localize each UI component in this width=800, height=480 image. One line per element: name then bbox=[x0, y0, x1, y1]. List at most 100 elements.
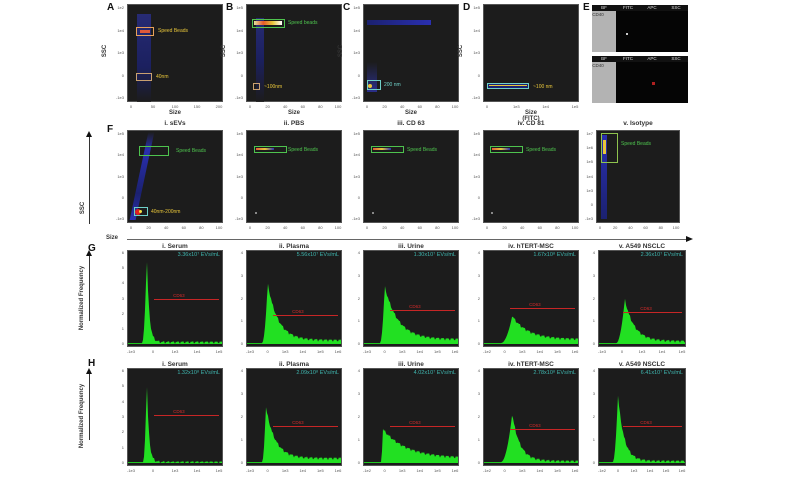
y-axis-arrow-line bbox=[89, 134, 90, 224]
x-tick-label: 1e4 bbox=[416, 349, 424, 354]
y-tick-label: 4 bbox=[240, 368, 243, 373]
x-tick-label: -1e3 bbox=[245, 468, 254, 473]
x-tick-label: 0 bbox=[248, 225, 252, 230]
x-tick-label: 1e4 bbox=[193, 468, 201, 473]
y-tick-label: 1e2 bbox=[117, 5, 124, 10]
y-tick-label: 3 bbox=[357, 391, 360, 396]
panel-title: ii. Plasma bbox=[279, 243, 309, 250]
y-tick-label: -1e3 bbox=[115, 95, 124, 100]
y-tick-label: -1e3 bbox=[471, 216, 480, 221]
y-tick-label: 2 bbox=[240, 414, 243, 419]
histogram-bars bbox=[128, 262, 222, 344]
x-tick-label: -1e3 bbox=[362, 349, 371, 354]
x-tick-label: 0 bbox=[503, 349, 506, 354]
x-tick-label: 0 bbox=[266, 468, 269, 473]
panel-label-g: G bbox=[88, 243, 96, 254]
image-channel-label: BF bbox=[601, 5, 607, 10]
arrow-up-icon bbox=[86, 250, 92, 256]
y-tick-label: 1e3 bbox=[473, 50, 480, 55]
x-tick-label: 1e4 bbox=[299, 468, 307, 473]
x-tick-label: 0 bbox=[129, 225, 133, 230]
event-id-label: CD40 bbox=[592, 63, 604, 68]
y-tick-label: 1e5 bbox=[236, 131, 243, 136]
x-tick-label: 0 bbox=[365, 104, 369, 109]
x-tick-label: 50 bbox=[150, 104, 156, 109]
x-tick-label: -1e3 bbox=[245, 349, 254, 354]
gate-line bbox=[389, 310, 456, 312]
brightfield-image bbox=[592, 11, 616, 52]
x-tick-label: 1e3 bbox=[171, 468, 179, 473]
y-tick-label: 5 bbox=[121, 265, 124, 271]
panel-title: iv. hTERT-MSC bbox=[508, 243, 554, 250]
concentration-label: 5.56x10⁷ EVs/mL bbox=[296, 252, 339, 258]
y-tick-label: 4 bbox=[592, 368, 595, 373]
y-tick-label: 0 bbox=[592, 460, 595, 465]
y-tick-label: 2 bbox=[240, 295, 243, 301]
x-tick-label: 80 bbox=[199, 225, 204, 230]
y-tick-label: 1e4 bbox=[236, 27, 243, 33]
concentration-label: 2.78x10⁸ EVs/mL bbox=[533, 370, 576, 376]
event-dot bbox=[255, 212, 257, 214]
y-tick-label: -1e3 bbox=[351, 95, 360, 100]
x-tick-label: 1e3 bbox=[398, 349, 406, 354]
arrow-up-icon bbox=[86, 368, 92, 374]
y-tick-label: 4 bbox=[121, 398, 124, 404]
y-tick-label: 1e5 bbox=[353, 5, 360, 10]
x-tick-label: 100 bbox=[451, 225, 459, 230]
gate-label: Speed Beads bbox=[526, 147, 557, 153]
panel-title: iii. Urine bbox=[398, 243, 424, 250]
y-tick-label: 0 bbox=[240, 341, 243, 346]
image-channel-label: BF bbox=[601, 56, 607, 61]
y-tick-label: 1e4 bbox=[353, 152, 360, 158]
scatter-plot bbox=[246, 130, 342, 223]
y-tick-label: 0 bbox=[477, 341, 480, 346]
panel-title: iii. Urine bbox=[398, 361, 424, 368]
event-dot bbox=[491, 212, 493, 214]
gate-line bbox=[272, 314, 339, 316]
x-tick-label: 60 bbox=[300, 104, 306, 109]
histogram-plot bbox=[363, 250, 459, 347]
y-tick-label: 1e3 bbox=[473, 173, 480, 179]
x-tick-label: 1e3 bbox=[638, 349, 646, 354]
y-tick-label: 6 bbox=[121, 368, 124, 373]
y-tick-label: 1e3 bbox=[353, 173, 360, 179]
histogram-bars bbox=[599, 298, 685, 344]
panel-title: ii. PBS bbox=[283, 120, 305, 127]
histogram-bars bbox=[247, 283, 341, 344]
gate-box bbox=[601, 133, 618, 163]
arrow-up-icon bbox=[86, 131, 92, 137]
x-axis-label: Size (FITC) bbox=[522, 110, 540, 122]
y-tick-label: 1 bbox=[121, 325, 124, 331]
x-tick-label: 0 bbox=[248, 104, 252, 109]
x-tick-label: 150 bbox=[193, 104, 201, 109]
y-tick-label: 0 bbox=[592, 341, 595, 346]
x-tick-label: 0 bbox=[485, 225, 489, 230]
histogram-plot bbox=[246, 368, 342, 466]
density-cloud bbox=[367, 62, 377, 92]
bead-population bbox=[256, 148, 274, 150]
y-tick-label: 3 bbox=[477, 391, 480, 396]
x-tick-label: 20 bbox=[265, 225, 270, 230]
y-tick-label: 0 bbox=[357, 194, 360, 200]
panel-title: iii. CD 63 bbox=[397, 120, 425, 127]
histogram-plot bbox=[363, 368, 459, 466]
gate-label: CD63 bbox=[409, 304, 421, 310]
x-tick-label: 1e6 bbox=[451, 468, 459, 473]
event-cluster bbox=[135, 209, 141, 215]
y-tick-label: 1e5 bbox=[473, 131, 480, 136]
y-tick-label: 1 bbox=[477, 318, 480, 324]
concentration-label: 3.36x10⁷ EVs/mL bbox=[177, 252, 220, 258]
y-axis-label: SSC bbox=[102, 44, 109, 58]
y-axis-arrow-line bbox=[89, 372, 90, 440]
x-tick-label: 1e3 bbox=[518, 468, 526, 473]
x-tick-label: 1e3 bbox=[512, 104, 520, 109]
y-tick-label: 0 bbox=[477, 194, 480, 200]
concentration-label: 2.09x10⁸ EVs/mL bbox=[296, 370, 339, 376]
image-channel-label: FITC bbox=[623, 56, 633, 61]
scatter-plot bbox=[483, 130, 579, 223]
y-tick-label: 2 bbox=[121, 310, 124, 316]
x-tick-label: 60 bbox=[300, 225, 306, 230]
gate-box bbox=[253, 83, 260, 90]
y-tick-label: 1e4 bbox=[473, 152, 480, 158]
density-cloud bbox=[601, 135, 607, 219]
